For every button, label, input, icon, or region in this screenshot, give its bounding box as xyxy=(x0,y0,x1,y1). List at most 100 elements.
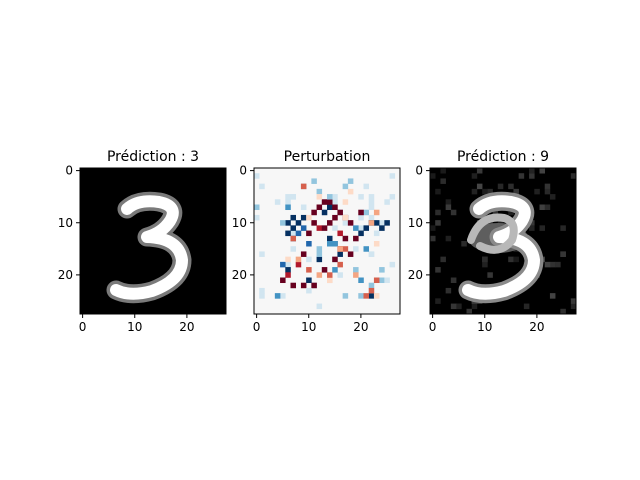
noise-cell xyxy=(482,256,488,263)
perturbation-cell-blue xyxy=(290,214,297,221)
perturbation-cell-mid xyxy=(353,272,359,278)
noise-cell xyxy=(476,183,483,190)
noise-cell xyxy=(445,204,452,211)
noise-cell xyxy=(440,168,446,174)
panel-perturbation: Perturbation 0 10 20 0 10 20 xyxy=(232,149,401,334)
panel-original-xtick-label: 20 xyxy=(179,320,194,334)
perturbation-cell xyxy=(285,199,291,205)
perturbation-cell-red xyxy=(332,204,338,211)
panel-adversarial-xtick-label: 10 xyxy=(477,320,492,334)
panel-perturbation-ytick-label: 0 xyxy=(239,164,247,178)
perturbation-cell-blue xyxy=(321,209,328,216)
noise-cell xyxy=(549,194,556,200)
perturbation-cell xyxy=(332,225,338,231)
perturbation-cell xyxy=(254,214,260,221)
perturbation-cell-mid xyxy=(316,272,323,278)
perturbation-cell-mid xyxy=(368,220,375,226)
noise-cell xyxy=(544,183,551,190)
panel-adversarial-frame xyxy=(429,167,577,315)
perturbation-cell xyxy=(332,199,338,205)
perturbation-cell-mid xyxy=(363,246,370,252)
perturbation-cell xyxy=(363,209,370,216)
perturbation-cell xyxy=(311,178,317,184)
perturbation-cell-red xyxy=(332,214,338,221)
perturbation-cell xyxy=(254,204,260,211)
perturbation-cell xyxy=(368,204,375,211)
perturbation-cell-mid xyxy=(353,225,359,231)
noise-cell xyxy=(523,303,530,310)
perturbation-cell-red xyxy=(290,282,297,289)
perturbation-cell xyxy=(342,293,349,299)
perturbation-cell xyxy=(353,246,359,252)
perturbation-cell xyxy=(373,230,380,237)
perturbation-cell-mid xyxy=(327,241,333,247)
perturbation-cell xyxy=(285,261,291,268)
noise-cell xyxy=(508,256,514,263)
noise-cell xyxy=(487,272,493,278)
perturbation-pattern xyxy=(254,173,396,310)
perturbation-cell xyxy=(316,303,323,310)
perturbation-cell xyxy=(384,199,390,205)
perturbation-cell xyxy=(384,277,390,284)
perturbation-cell-blue xyxy=(316,256,323,263)
perturbation-cell xyxy=(337,272,343,278)
perturbation-cell-blue xyxy=(290,225,297,231)
perturbation-cell-red xyxy=(342,235,349,242)
perturbation-cell-red xyxy=(311,220,317,226)
noise-cell xyxy=(513,256,519,263)
perturbation-cell-mid xyxy=(337,246,343,252)
perturbation-cell-red xyxy=(353,235,359,242)
panel-perturbation-xtick-label: 0 xyxy=(253,320,261,334)
panel-perturbation-axes: 0 10 20 0 10 20 xyxy=(232,164,369,334)
perturbation-cell-mid xyxy=(285,204,291,211)
panel-perturbation-ytick-label: 20 xyxy=(232,268,247,282)
noise-cell xyxy=(560,308,566,315)
noise-cell xyxy=(549,293,556,299)
perturbation-cell xyxy=(358,293,364,299)
noise-cell xyxy=(560,251,566,257)
panel-original-xtick-label: 10 xyxy=(127,320,142,334)
noise-cell xyxy=(513,188,519,195)
panel-original-xtick-label: 0 xyxy=(79,320,87,334)
noise-cell xyxy=(529,173,535,179)
noise-cell xyxy=(435,298,441,304)
perturbation-cell-mid xyxy=(290,235,297,242)
perturbation-cell-red xyxy=(285,272,291,278)
perturbation-cell xyxy=(363,183,370,190)
perturbation-cell-mid xyxy=(373,293,380,299)
panel-adversarial-ytick-label: 20 xyxy=(408,268,423,282)
noise-cell xyxy=(492,209,499,216)
perturbation-cell xyxy=(259,287,265,294)
panel-original-ytick-label: 20 xyxy=(58,268,73,282)
perturbation-cell-mid xyxy=(316,251,323,257)
panel-adversarial-title: Prédiction : 9 xyxy=(457,149,549,165)
perturbation-cell-red xyxy=(321,199,328,205)
perturbation-cell-blue xyxy=(295,230,302,237)
panel-original-ytick-label: 0 xyxy=(65,164,73,178)
perturbation-cell-mid xyxy=(358,277,364,284)
noise-cell xyxy=(461,241,467,247)
perturbation-cell-mid xyxy=(306,267,312,273)
perturbation-cell-red xyxy=(337,209,343,216)
perturbation-cell-red xyxy=(321,225,328,231)
noise-cell xyxy=(430,225,436,231)
noise-cell xyxy=(544,261,551,268)
perturbation-cell-mid xyxy=(363,293,370,299)
noise-cell xyxy=(544,188,551,195)
noise-cell xyxy=(497,220,504,226)
perturbation-cell-mid xyxy=(337,261,343,268)
perturbation-cell-mid xyxy=(373,241,380,247)
perturbation-cell xyxy=(368,199,375,205)
perturbation-cell xyxy=(332,194,338,200)
perturbation-cell-mid xyxy=(332,241,338,247)
noise-cell xyxy=(430,235,436,242)
noise-cell xyxy=(497,183,504,190)
panel-adversarial-ytick-label: 10 xyxy=(408,216,423,230)
perturbation-cell xyxy=(290,230,297,237)
noise-cell xyxy=(471,303,478,310)
noise-cell xyxy=(450,209,457,216)
digit-9-like-image xyxy=(458,191,544,304)
digit-3-image xyxy=(106,191,192,304)
perturbation-cell-mid xyxy=(373,209,380,216)
perturbation-cell xyxy=(316,246,323,252)
